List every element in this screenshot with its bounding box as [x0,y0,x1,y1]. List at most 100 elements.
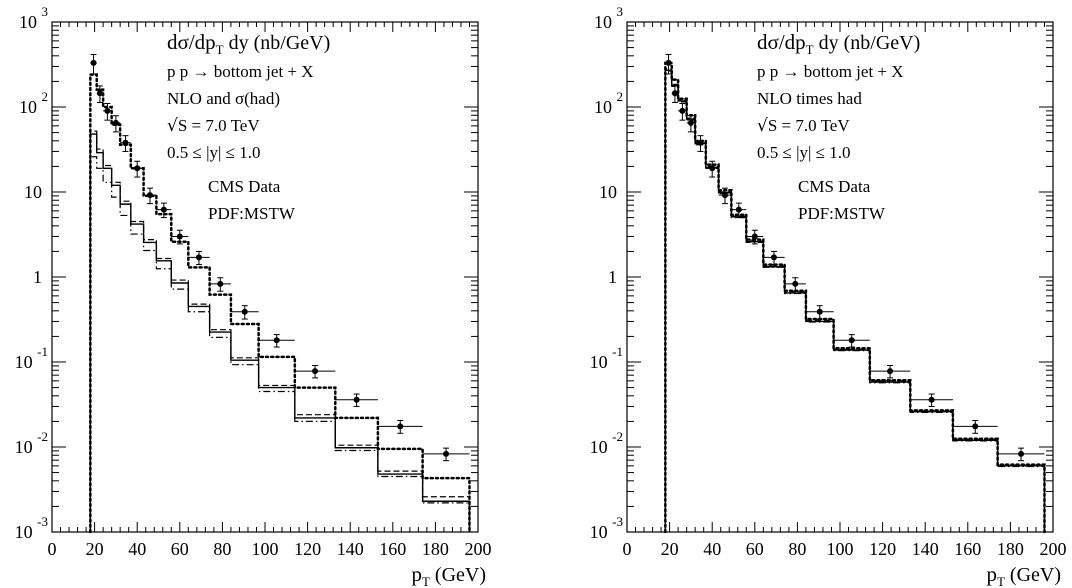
legend-text: CMS Data [798,177,871,196]
y-tick-exponent: 2 [617,89,624,104]
y-tick-label: 10 2 [19,89,48,117]
y-tick-exponent: -2 [37,429,48,444]
data-point [746,229,764,245]
y-tick-label: 10 3 [19,4,48,32]
x-tick-label: 40 [128,539,146,559]
annotation-text: PDF:MSTW [798,204,886,223]
data-marker [679,107,686,114]
data-marker [134,165,141,172]
x-tick-label: 0 [48,539,57,559]
x-tick-label: 180 [997,539,1024,559]
x-tick-label: 120 [294,539,321,559]
data-marker [160,206,167,213]
label-text-rest: dy (nb/GeV) [814,32,921,54]
x-tick-label: 200 [1040,539,1067,559]
data-point [671,85,679,103]
x-tick-label: 20 [661,539,679,559]
x-tick-label: 100 [827,539,854,559]
subscript-text: T [806,42,814,57]
data-point [143,187,157,205]
x-tick-label: 20 [86,539,104,559]
data-marker [928,396,935,403]
x-tick-label: 60 [171,539,189,559]
y-tick-label: 10 -2 [590,429,623,457]
y-tick-label: 1 [33,267,42,287]
data-point [111,115,121,133]
data-point [171,229,189,245]
data-marker [709,165,716,172]
data-marker [792,280,799,287]
data-marker [848,337,855,344]
data-marker [90,59,97,66]
x-tick-label: 180 [422,539,449,559]
data-point [705,160,719,178]
label-text-rest: (GeV) [430,564,486,586]
data-marker [735,206,742,213]
data-marker [312,368,319,375]
subscript-text: T [216,42,224,57]
x-tick-label: 140 [912,539,939,559]
data-point [294,364,336,379]
x-tick-label: 160 [379,539,406,559]
data-point [156,202,172,219]
data-marker [273,337,280,344]
y-tick-label: 10 -3 [15,514,48,542]
data-marker [770,254,777,261]
sqrt-symbol: √ [757,116,768,136]
y-tick-label: 10 -1 [15,344,48,372]
data-marker [697,139,704,146]
data-point [335,393,378,407]
data-marker [146,192,153,199]
data-point [422,447,470,462]
data-marker [816,308,823,315]
annotation-text: PDF:MSTW [208,204,296,223]
annotation-text: p p → bottom jet + X [757,62,904,81]
data-point [784,277,806,292]
data-marker [687,119,694,126]
annotation-text: 0.5 ≤ |y| ≤ 1.0 [757,143,850,162]
y-tick-exponent: -1 [37,344,48,359]
annotation-text: NLO and σ(had) [167,89,280,108]
data-marker [671,90,678,97]
data-point [731,202,747,219]
y-tick-exponent: -3 [612,514,623,529]
data-point [377,420,423,434]
y-tick-label: 10 2 [594,89,623,117]
series-solid-step [89,133,471,532]
series-dashdot-step [664,70,1046,532]
annotation-text: √S = 7.0 TeV [757,116,850,136]
data-point [695,135,706,152]
data-point [833,334,870,348]
data-point [869,364,911,379]
y-tick-label: 10 [599,182,617,202]
y-tick-label: 10 3 [594,4,623,32]
legend-text: CMS Data [208,177,281,196]
x-tick-label: 160 [954,539,981,559]
annotation-text: p p → bottom jet + X [167,62,314,81]
y-tick-label: 10 -3 [590,514,623,542]
y-tick-exponent: -3 [37,514,48,529]
data-point [718,187,732,205]
data-point [230,305,259,320]
data-point [997,447,1045,462]
data-marker [217,280,224,287]
y-tick-exponent: -2 [612,429,623,444]
series-dotted-step [664,61,1046,534]
annotation-text: √S = 7.0 TeV [167,116,260,136]
data-marker [353,396,360,403]
data-marker [195,254,202,261]
data-marker [887,368,894,375]
data-marker [1018,450,1025,457]
data-marker [122,139,129,146]
y-tick-exponent: 3 [617,4,624,19]
x-tick-label: 0 [623,539,632,559]
series-solid-step [664,69,1046,532]
x-tick-label: 80 [213,539,231,559]
data-marker [443,450,450,457]
x-tick-label: 100 [252,539,279,559]
y-tick-label: 10 -1 [590,344,623,372]
data-point [678,102,687,121]
